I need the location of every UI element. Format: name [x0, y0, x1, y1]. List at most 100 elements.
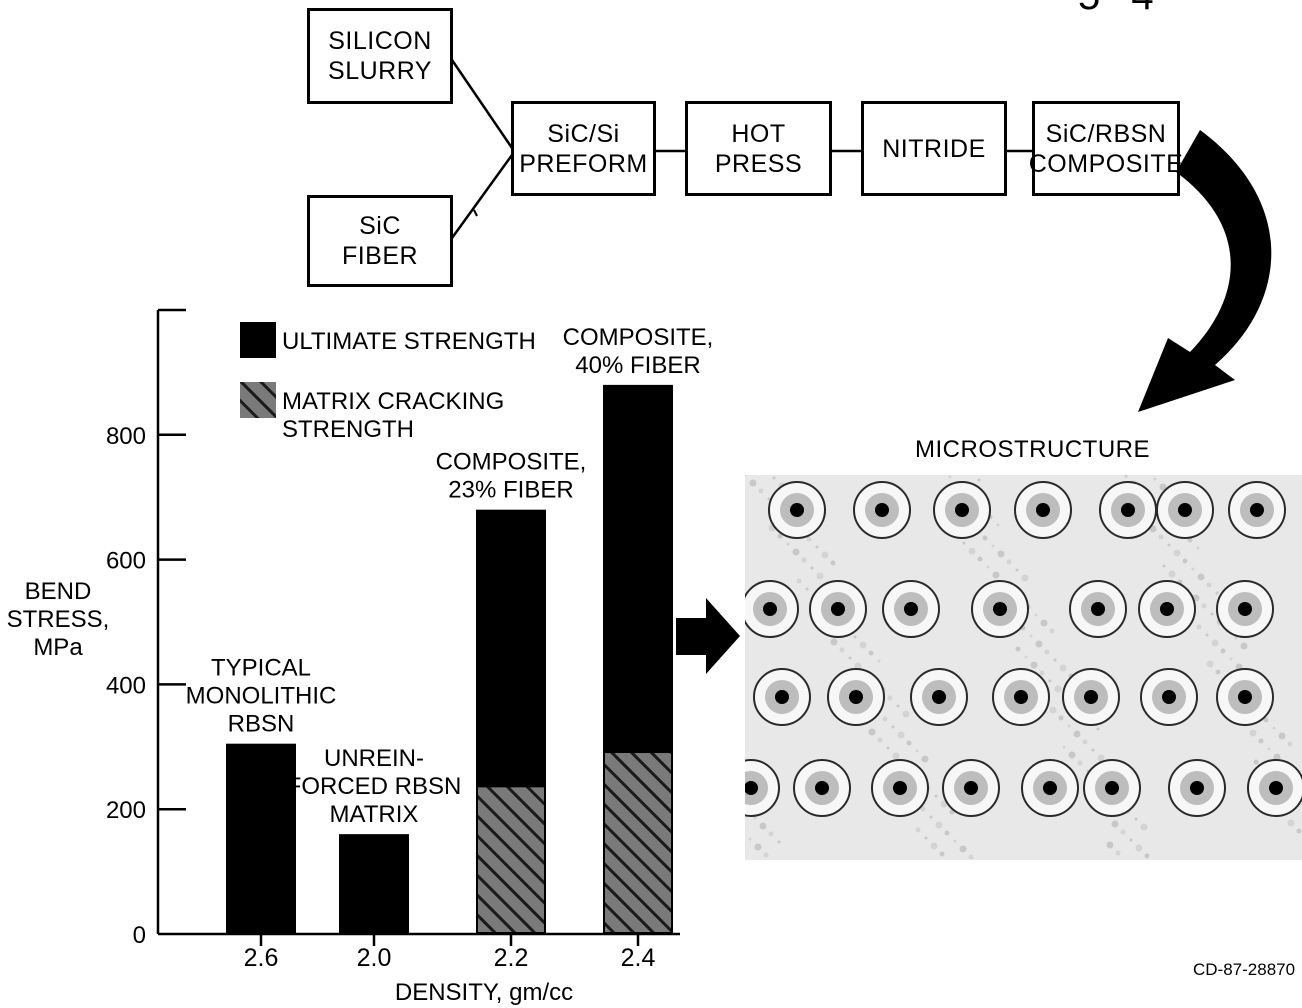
fiber-core — [849, 690, 863, 704]
bar-data-label: 23% FIBER — [448, 477, 573, 504]
matrix-speckle — [1263, 717, 1269, 723]
silicon-slurry-line-2: SLURRY — [328, 57, 432, 85]
fiber-core — [1121, 503, 1135, 517]
matrix-speckle — [1173, 549, 1181, 557]
matrix-speckle — [1111, 820, 1119, 828]
bar-data-label: COMPOSITE, — [563, 324, 714, 351]
matrix-speckle — [1210, 612, 1214, 616]
matrix-speckle — [953, 839, 957, 843]
matrix-speckle — [877, 659, 881, 663]
microstructure-fibers — [745, 475, 1302, 860]
fiber-core — [1238, 602, 1252, 616]
matrix-speckle — [777, 840, 781, 844]
matrix-speckle — [968, 854, 974, 860]
matrix-speckle — [1034, 613, 1038, 617]
fiber-core — [1162, 690, 1176, 704]
matrix-speckle — [854, 662, 862, 670]
fiber-core — [1190, 781, 1204, 795]
x-tick-label: 2.2 — [494, 944, 529, 972]
matrix-speckle — [792, 548, 800, 556]
matrix-speckle — [1296, 828, 1302, 834]
fiber-core — [893, 781, 907, 795]
matrix-speckle — [891, 725, 895, 729]
fiber-core — [1178, 503, 1192, 517]
curved-arrow-icon — [1138, 130, 1272, 412]
matrix-speckle — [868, 728, 876, 736]
matrix-speckle — [1040, 619, 1048, 627]
fiber-core — [1036, 503, 1050, 517]
matrix-speckle — [868, 650, 874, 656]
y-axis-label-line: STRESS, — [7, 606, 110, 633]
matrix-speckle — [1058, 715, 1064, 721]
bar-ultimate-strength — [226, 743, 296, 934]
matrix-speckle — [1015, 568, 1019, 572]
matrix-speckle — [1162, 564, 1166, 568]
composite-line-1: SiC/RBSN — [1045, 119, 1167, 148]
matrix-speckle — [915, 749, 919, 753]
legend-label: MATRIX CRACKING — [282, 388, 504, 415]
matrix-speckle — [749, 479, 757, 487]
microstructure-label: MICROSTRUCTURE — [915, 436, 1150, 463]
composite-line-2: COMPOSITE — [1028, 149, 1184, 178]
matrix-speckle — [1253, 759, 1259, 765]
matrix-speckle — [810, 566, 814, 570]
matrix-speckle — [786, 542, 790, 546]
nitride-box: NITRIDE — [861, 101, 1007, 196]
matrix-speckle — [1135, 844, 1143, 852]
bar-data-label: 40% FIBER — [575, 352, 700, 379]
matrix-speckle — [892, 752, 900, 760]
matrix-speckle — [830, 638, 838, 646]
fiber-core — [1238, 690, 1252, 704]
matrix-speckle — [801, 557, 807, 563]
matrix-speckle — [920, 806, 926, 812]
matrix-speckle — [1134, 817, 1138, 821]
matrix-speckle — [1035, 640, 1043, 648]
matrix-speckle — [1044, 649, 1050, 655]
fiber-core — [1014, 690, 1028, 704]
matrix-speckle — [753, 816, 757, 820]
fiber-core — [763, 602, 777, 616]
matrix-speckle — [877, 737, 883, 743]
matrix-speckle — [768, 831, 774, 837]
fiber-core — [745, 781, 758, 795]
matrix-speckle — [830, 560, 836, 566]
bar-data-label: TYPICAL — [211, 655, 311, 682]
matrix-speckle — [1287, 741, 1293, 747]
matrix-speckle — [859, 641, 867, 649]
fiber-core — [904, 602, 918, 616]
matrix-speckle — [1091, 748, 1095, 752]
matrix-speckle — [1073, 730, 1081, 738]
preform-line-1: SiC/Si — [547, 119, 620, 148]
matrix-speckle — [929, 815, 933, 819]
microstructure-image — [745, 475, 1302, 860]
y-tick-label: 600 — [106, 548, 146, 575]
matrix-speckle — [1021, 574, 1029, 582]
matrix-speckle — [1273, 753, 1281, 761]
matrix-speckle — [1197, 573, 1205, 581]
x-tick-label: 2.6 — [244, 944, 279, 972]
matrix-speckle — [1249, 729, 1257, 737]
matrix-speckle — [1115, 850, 1121, 856]
matrix-speckle — [1124, 475, 1128, 478]
matrix-speckle — [759, 822, 767, 830]
matrix-speckle — [745, 475, 747, 477]
preform-box: SiC/Si PREFORM — [511, 101, 656, 196]
matrix-speckle — [1129, 838, 1133, 842]
fiber-core — [993, 602, 1007, 616]
matrix-speckle — [906, 740, 912, 746]
bar-data-label: COMPOSITE, — [436, 449, 587, 476]
y-tick-label: 0 — [133, 922, 146, 949]
x-axis-label: DENSITY, gm/cc — [395, 979, 573, 1006]
legend-label: STRENGTH — [282, 416, 414, 443]
fiber-core — [790, 503, 804, 517]
matrix-speckle — [1053, 658, 1057, 662]
matrix-speckle — [763, 852, 769, 858]
matrix-speckle — [1215, 591, 1219, 595]
matrix-speckle — [924, 836, 928, 840]
matrix-speckle — [882, 716, 888, 722]
matrix-speckle — [948, 475, 952, 479]
matrix-speckle — [997, 550, 1005, 558]
matrix-speckle — [930, 842, 938, 850]
